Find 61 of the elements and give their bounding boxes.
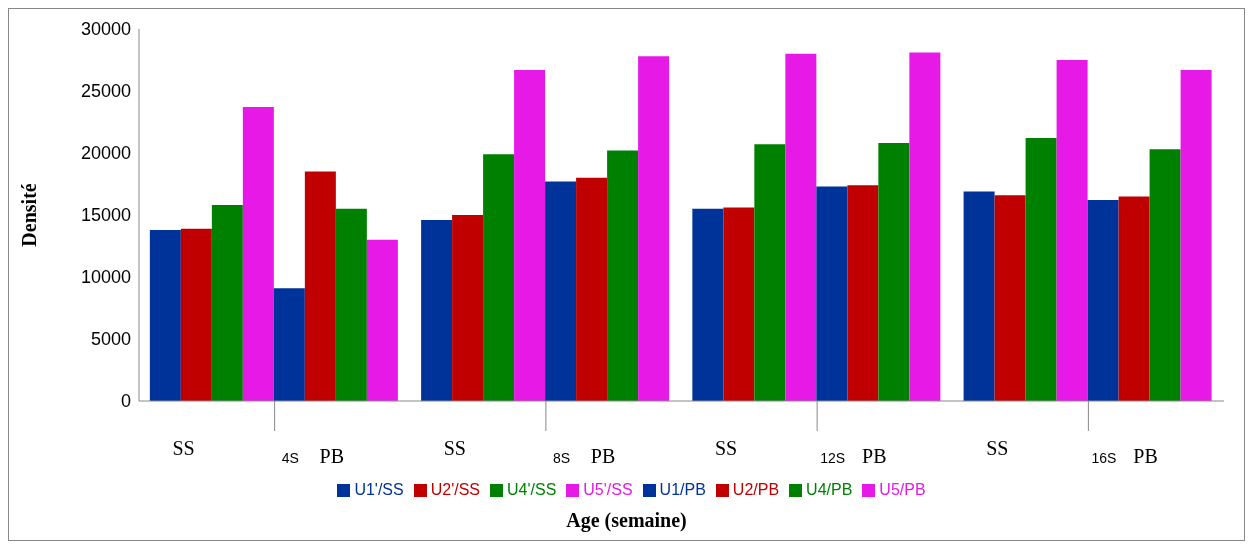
bar xyxy=(963,191,995,401)
y-axis-title: Densité xyxy=(18,183,41,247)
legend-label: U2'/SS xyxy=(430,481,480,498)
bar xyxy=(816,186,848,401)
text: PB xyxy=(319,445,345,467)
bar xyxy=(1149,149,1181,401)
legend-label: U2/PB xyxy=(732,481,780,498)
bar xyxy=(1025,138,1057,401)
bar xyxy=(421,219,453,401)
y-tick-label: 25000 xyxy=(80,81,131,102)
bar xyxy=(514,69,546,401)
bar xyxy=(576,177,608,401)
bar xyxy=(878,143,910,401)
x-tick-label: 8S xyxy=(552,450,571,466)
bar xyxy=(180,228,212,401)
text: PB xyxy=(1133,445,1158,467)
legend-label: U4/PB xyxy=(806,481,853,498)
bar xyxy=(1056,60,1088,401)
bar xyxy=(754,144,786,401)
bar xyxy=(723,207,755,401)
bar xyxy=(1180,69,1212,401)
bar xyxy=(304,171,336,401)
bar xyxy=(273,288,305,401)
legend-label: U5'/SS xyxy=(583,481,633,498)
text: SS xyxy=(715,437,738,459)
text: PB xyxy=(862,445,887,467)
bar xyxy=(242,107,274,401)
x-tick-label: 4S xyxy=(281,450,299,466)
y-tick-label: 30000 xyxy=(80,19,131,40)
bar xyxy=(785,53,817,401)
legend-label: U5/PB xyxy=(879,481,926,498)
bar xyxy=(692,208,724,401)
y-tick-label: 5000 xyxy=(90,329,131,350)
bar xyxy=(335,208,367,401)
legend-label: U4'/SS xyxy=(507,481,557,498)
bar xyxy=(483,154,515,401)
text: SS xyxy=(443,437,466,459)
bar xyxy=(607,150,639,401)
bar xyxy=(1118,196,1150,401)
bar xyxy=(149,229,181,401)
bar xyxy=(545,181,577,401)
y-tick-label: 15000 xyxy=(80,205,131,226)
x-tick-label: 16S xyxy=(1091,450,1117,466)
x-tick-label: 12S xyxy=(820,450,846,466)
bar xyxy=(452,215,484,401)
legend-label: U1/PB xyxy=(659,481,706,498)
text: SS xyxy=(986,437,1009,459)
bar xyxy=(211,205,243,401)
bar xyxy=(638,56,670,401)
y-tick-label: 0 xyxy=(120,391,131,412)
y-tick-label: 20000 xyxy=(80,143,131,164)
y-tick-label: 10000 xyxy=(80,267,131,288)
bar xyxy=(847,185,879,401)
text: SS xyxy=(172,437,195,459)
bar xyxy=(366,239,398,401)
bar xyxy=(994,195,1026,401)
text: PB xyxy=(590,445,616,467)
bar xyxy=(909,52,941,401)
bar xyxy=(1087,200,1119,401)
x-axis-title: Age (semaine) xyxy=(565,509,688,534)
legend-label: U1'/SS xyxy=(354,481,404,498)
